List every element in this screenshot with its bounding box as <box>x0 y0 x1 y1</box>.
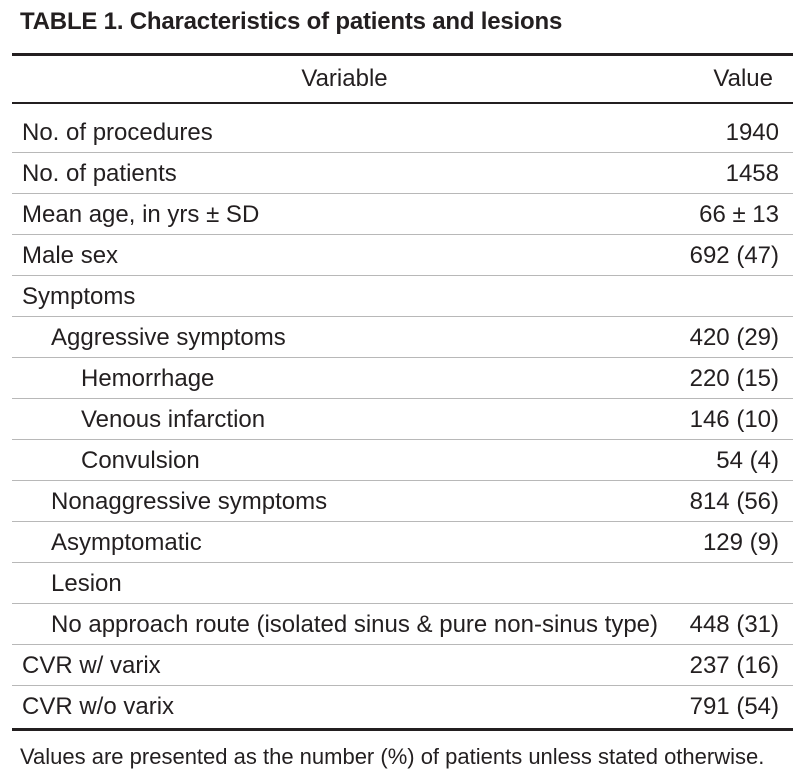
row-variable: Aggressive symptoms <box>51 324 286 351</box>
row-variable: CVR w/ varix <box>22 652 161 679</box>
row-variable: No. of procedures <box>22 119 213 146</box>
table-row: Symptoms <box>12 276 793 317</box>
row-variable: No. of patients <box>22 160 177 187</box>
row-variable: CVR w/o varix <box>22 693 175 720</box>
row-value: 146 (10) <box>689 406 779 433</box>
table-row: Aggressive symptoms 420 (29) <box>12 317 793 358</box>
row-variable: Asymptomatic <box>51 529 202 556</box>
row-value: 54 (4) <box>716 447 779 474</box>
row-value: 791 (54) <box>689 693 779 720</box>
header-variable: Variable <box>301 65 388 92</box>
table-footnote: Values are presented as the number (%) o… <box>20 744 765 769</box>
table-row: Venous infarction 146 (10) <box>12 399 793 440</box>
row-value: 220 (15) <box>689 365 779 392</box>
row-value: 448 (31) <box>689 611 779 638</box>
table-row: CVR w/o varix 791 (54) <box>12 686 793 727</box>
table-row: No. of patients 1458 <box>12 153 793 194</box>
row-variable: Mean age, in yrs ± SD <box>22 201 260 228</box>
table-row: Mean age, in yrs ± SD 66 ± 13 <box>12 194 793 235</box>
row-variable: Nonaggressive symptoms <box>51 488 328 515</box>
table-row: No. of procedures 1940 <box>12 112 793 153</box>
table-row: Convulsion 54 (4) <box>12 440 793 481</box>
table-body: No. of procedures 1940 No. of patients 1… <box>12 112 793 727</box>
row-variable: Male sex <box>22 242 119 269</box>
top-rule <box>12 53 793 56</box>
row-variable: Lesion <box>51 570 122 597</box>
row-variable: Symptoms <box>22 283 136 310</box>
row-value: 692 (47) <box>689 242 779 269</box>
bottom-rule <box>12 728 793 731</box>
table-row: Male sex 692 (47) <box>12 235 793 276</box>
table-row: Lesion <box>12 563 793 604</box>
row-value: 814 (56) <box>689 488 779 515</box>
table-row: Nonaggressive symptoms 814 (56) <box>12 481 793 522</box>
row-value: 237 (16) <box>689 652 779 679</box>
row-value: 129 (9) <box>702 529 779 556</box>
row-value: 1940 <box>725 119 779 146</box>
table-header: Variable Value <box>12 56 793 101</box>
row-value: 66 ± 13 <box>699 201 779 228</box>
row-variable: No approach route (isolated sinus & pure… <box>51 611 659 638</box>
row-value: 1458 <box>725 160 779 187</box>
row-variable: Convulsion <box>81 447 200 474</box>
header-rule <box>12 102 793 104</box>
table-row: CVR w/ varix 237 (16) <box>12 645 793 686</box>
row-variable: Venous infarction <box>81 406 266 433</box>
table-title: TABLE 1. Characteristics of patients and… <box>20 8 563 35</box>
table-row: Asymptomatic 129 (9) <box>12 522 793 563</box>
table-row: No approach route (isolated sinus & pure… <box>12 604 793 645</box>
table-row: Hemorrhage 220 (15) <box>12 358 793 399</box>
row-value: 420 (29) <box>689 324 779 351</box>
row-variable: Hemorrhage <box>81 365 215 392</box>
header-value: Value <box>713 65 773 92</box>
